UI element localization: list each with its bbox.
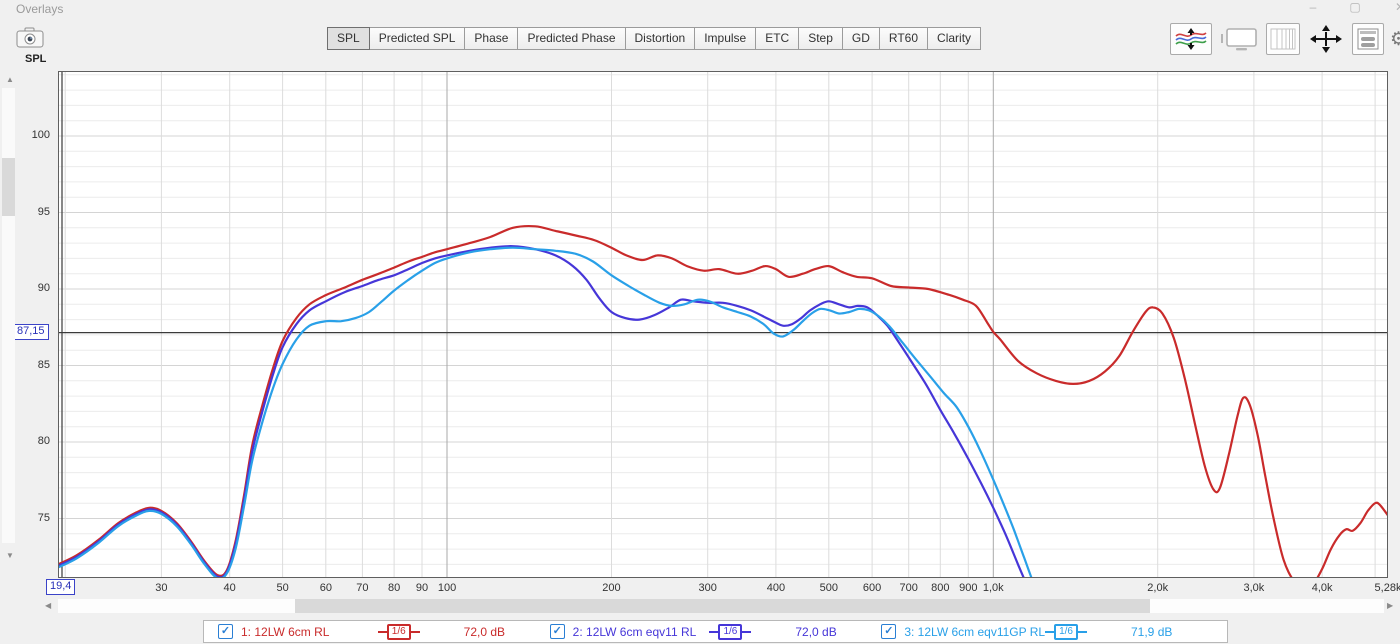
tab-impulse[interactable]: Impulse xyxy=(694,27,757,50)
x-tick-label: 100 xyxy=(437,582,457,594)
horizontal-scrollbar-thumb[interactable] xyxy=(295,599,1150,613)
scroll-left-icon[interactable]: ◀ xyxy=(45,601,52,610)
trace-1 xyxy=(58,224,1388,578)
measurement-2-label[interactable]: 2: 12LW 6cm eqv11 RL xyxy=(572,624,697,639)
y-tick-label: 75 xyxy=(37,511,50,524)
camera-icon xyxy=(16,27,44,48)
x-tick-label: 300 xyxy=(698,582,717,594)
tab-phase[interactable]: Phase xyxy=(464,27,519,50)
y-tick-label: 95 xyxy=(37,205,50,218)
measurement-1-label[interactable]: 1: 12LW 6cm RL xyxy=(241,624,330,639)
measurement-1-checkbox[interactable]: ✓ xyxy=(218,624,233,639)
trace-segment xyxy=(1045,630,1055,633)
tab-predicted-spl[interactable]: Predicted SPL xyxy=(368,27,466,50)
x-tick-label: 200 xyxy=(602,582,621,594)
tab-spl[interactable]: SPL xyxy=(327,27,370,50)
spl-chart[interactable] xyxy=(58,71,1388,578)
x-tick-label: 50 xyxy=(276,582,289,594)
trace-segment xyxy=(377,630,387,633)
y-tick-label: 85 xyxy=(37,358,50,371)
maximize-icon[interactable]: ▢ xyxy=(1349,0,1361,14)
x-tick-label: 900 xyxy=(959,582,978,594)
x-tick-label: 60 xyxy=(319,582,332,594)
trace-segment xyxy=(1078,630,1087,633)
x-tick-label: 40 xyxy=(223,582,236,594)
scroll-up-icon[interactable]: ▲ xyxy=(6,75,14,84)
cursor-frequency-readout: 19,4 xyxy=(46,579,76,595)
x-tick-label: 800 xyxy=(931,582,950,594)
x-tick-label: 70 xyxy=(356,582,369,594)
measurement-2-checkbox[interactable]: ✓ xyxy=(549,624,565,639)
x-tick-label: 90 xyxy=(415,582,429,594)
align-traces-button[interactable] xyxy=(1170,23,1212,55)
pan-zoom-button[interactable] xyxy=(1306,23,1346,55)
x-tick-label: 600 xyxy=(862,582,882,594)
measurement-1-level: 72,0 dB xyxy=(463,624,506,639)
tab-etc[interactable]: ETC xyxy=(755,27,800,50)
y-tick-label: 80 xyxy=(37,435,50,448)
close-icon[interactable]: ✕ xyxy=(1385,0,1400,14)
x-tick-label: 400 xyxy=(766,582,786,594)
trace-segment xyxy=(742,630,752,633)
x-tick-label: 80 xyxy=(387,582,401,594)
align-traces-icon xyxy=(1175,28,1207,50)
measurement-legend: ✓ 1: 12LW 6cm RL 1/6 72,0 dB ✓ 2: 12LW 6… xyxy=(203,620,1228,643)
window-title: Overlays xyxy=(16,2,64,16)
x-tick-label: 3,0k xyxy=(1243,582,1265,594)
measurement-3-label[interactable]: 3: 12LW 6cm eqv11GP RL xyxy=(904,624,1046,639)
x-tick-label: 700 xyxy=(899,582,918,594)
legend-entry-3: ✓ 3: 12LW 6cm eqv11GP RL 1/6 71,9 dB xyxy=(881,623,1213,640)
frequency-bands-icon xyxy=(1270,28,1296,50)
trace-segment xyxy=(410,630,420,633)
titlebar: Overlays – ▢ ✕ xyxy=(0,0,1400,18)
y-tick-label: 100 xyxy=(31,129,50,142)
smoothing-value: 1/6 xyxy=(1054,623,1078,640)
y-axis-title: SPL xyxy=(25,53,47,65)
x-tick-label: 500 xyxy=(819,582,839,594)
measurement-2-level: 72,0 dB xyxy=(795,624,837,639)
x-tick-label: 1,0k xyxy=(982,582,1004,594)
scroll-down-icon[interactable]: ▼ xyxy=(6,551,14,560)
graph-toolbar-icons: ⚙ xyxy=(1170,22,1400,56)
cursor-spl-readout: 87,15 xyxy=(13,324,49,340)
tab-clarity[interactable]: Clarity xyxy=(927,27,982,50)
layout-panel-icon xyxy=(1357,28,1379,50)
measurement-3-smoothing-badge[interactable]: 1/6 xyxy=(1045,623,1087,640)
graph-tab-bar: SPL Predicted SPL Phase Predicted Phase Dist… xyxy=(327,27,982,50)
tab-predicted-phase[interactable]: Predicted Phase xyxy=(517,27,626,50)
x-tick-label: 30 xyxy=(155,582,168,594)
frequency-bands-button[interactable] xyxy=(1266,23,1300,55)
measurement-3-checkbox[interactable]: ✓ xyxy=(881,624,897,639)
fit-to-screen-button[interactable] xyxy=(1218,24,1260,54)
legend-entry-1: ✓ 1: 12LW 6cm RL 1/6 72,0 dB xyxy=(218,623,550,640)
capture-graph-button[interactable] xyxy=(14,26,46,50)
monitor-icon xyxy=(1221,28,1257,51)
trace-segment xyxy=(709,630,719,633)
tab-distortion[interactable]: Distortion xyxy=(624,27,696,50)
vertical-scrollbar-thumb[interactable] xyxy=(2,158,15,216)
smoothing-value: 1/6 xyxy=(386,623,411,640)
x-tick-label: 2,0k xyxy=(1147,582,1169,594)
minimize-icon[interactable]: – xyxy=(1309,0,1317,14)
y-tick-label: 90 xyxy=(37,282,50,295)
measurement-2-smoothing-badge[interactable]: 1/6 xyxy=(709,623,752,640)
legend-entry-2: ✓ 2: 12LW 6cm eqv11 RL 1/6 72,0 dB xyxy=(549,623,882,640)
pan-zoom-icon xyxy=(1310,25,1342,53)
x-tick-label: 4,0k xyxy=(1311,582,1333,594)
tab-gd[interactable]: GD xyxy=(841,27,880,50)
graph-controls-button[interactable] xyxy=(1352,23,1384,55)
scroll-right-icon[interactable]: ▶ xyxy=(1387,601,1394,610)
tab-step[interactable]: Step xyxy=(798,27,843,50)
trace-3 xyxy=(58,246,1033,578)
x-tick-label: 5,28k xyxy=(1374,582,1400,594)
smoothing-value: 1/6 xyxy=(718,623,743,640)
tab-rt60[interactable]: RT60 xyxy=(878,27,929,50)
vertical-scrollbar-track[interactable] xyxy=(2,88,15,543)
measurement-3-level: 71,9 dB xyxy=(1131,624,1173,639)
gear-icon[interactable]: ⚙ xyxy=(1390,28,1400,50)
measurement-1-smoothing-badge[interactable]: 1/6 xyxy=(377,623,420,640)
